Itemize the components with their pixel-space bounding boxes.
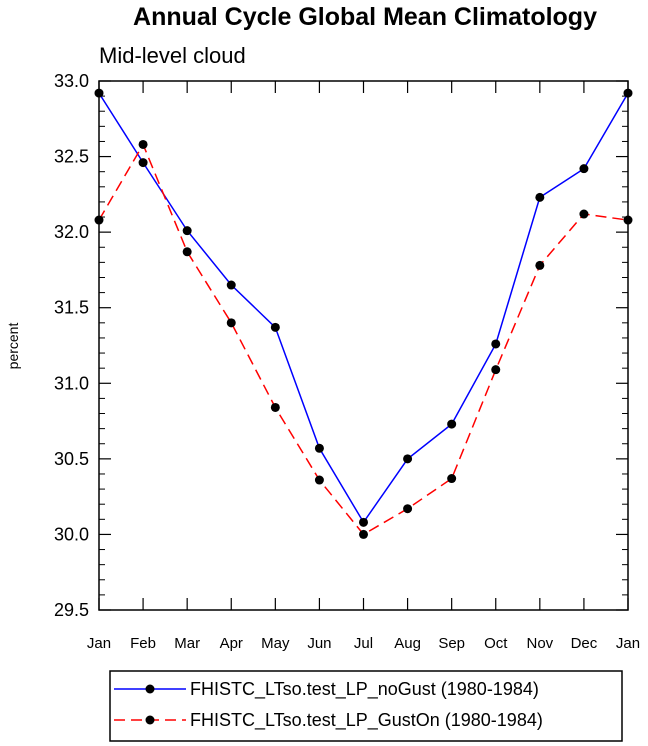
y-tick-label: 33.0	[54, 71, 89, 91]
chart-title: Annual Cycle Global Mean Climatology	[133, 3, 597, 31]
chart-subtitle: Mid-level cloud	[99, 43, 246, 68]
series-2-point	[314, 475, 324, 485]
x-tick-label: Feb	[130, 635, 156, 652]
y-tick-label: 31.5	[54, 298, 89, 318]
plot-frame	[98, 80, 629, 611]
y-tick-label: 29.5	[54, 600, 89, 620]
minor-ticks	[99, 95, 628, 596]
legend-marker-series-1	[145, 684, 155, 694]
y-tick-label: 30.0	[54, 524, 89, 544]
legend: FHISTC_LTso.test_LP_noGust (1980-1984) F…	[109, 670, 623, 742]
series-1-point	[226, 280, 236, 290]
series-line-1	[98, 92, 629, 524]
legend-label-series-1: FHISTC_LTso.test_LP_noGust (1980-1984)	[190, 679, 539, 700]
x-tick-label: May	[261, 635, 290, 652]
series-1-point	[359, 517, 368, 527]
x-tick-label: Nov	[526, 635, 553, 652]
x-tick-labels: Jan Feb Mar Apr May Jun Jul Aug Sep Oct Nov Dec Jan	[87, 635, 640, 652]
x-tick-label: Aug	[394, 635, 421, 652]
series-2-point	[491, 365, 501, 375]
series-2-point	[226, 318, 236, 328]
series-line-2	[98, 142, 629, 536]
series-2-point	[403, 504, 413, 514]
series-1-point	[579, 164, 589, 174]
x-tick-label: Sep	[438, 635, 465, 652]
series-2-point	[535, 260, 545, 270]
y-tick-labels: 29.5 30.0 30.5 31.0 31.5 32.0 32.5 33.0	[54, 71, 89, 620]
legend-box	[109, 670, 623, 742]
series-lines	[98, 92, 629, 536]
x-tick-label: Oct	[484, 635, 508, 652]
series-1-point	[182, 226, 192, 236]
x-tick-label: Jan	[616, 635, 640, 652]
x-tick-label: Jun	[307, 635, 331, 652]
series-2-point	[270, 402, 280, 412]
x-tick-label: Dec	[571, 635, 598, 652]
legend-marker-series-2	[145, 715, 155, 725]
x-tick-label: Apr	[220, 635, 243, 652]
series-1-point	[270, 322, 280, 332]
series-1-point	[535, 192, 545, 202]
y-axis-label: percent	[5, 323, 21, 370]
y-tick-label: 30.5	[54, 449, 89, 469]
series-markers	[94, 88, 633, 539]
series-1-point	[403, 454, 413, 464]
series-2-point	[447, 474, 457, 484]
series-2-point	[579, 209, 589, 219]
series-1-point	[491, 339, 501, 349]
series-1-point	[314, 443, 324, 453]
series-2-point	[138, 139, 148, 149]
x-tick-label: Jul	[354, 635, 373, 652]
y-tick-label: 32.0	[54, 222, 89, 242]
y-tick-label: 31.0	[54, 373, 89, 393]
y-tick-label: 32.5	[54, 147, 89, 167]
series-2-point	[359, 529, 368, 539]
x-tick-label: Jan	[87, 635, 111, 652]
series-1-point	[447, 419, 457, 429]
series-2-point	[182, 247, 192, 257]
series-1-point	[138, 158, 148, 168]
x-tick-label: Mar	[174, 635, 200, 652]
legend-label-series-2: FHISTC_LTso.test_LP_GustOn (1980-1984)	[190, 710, 543, 731]
